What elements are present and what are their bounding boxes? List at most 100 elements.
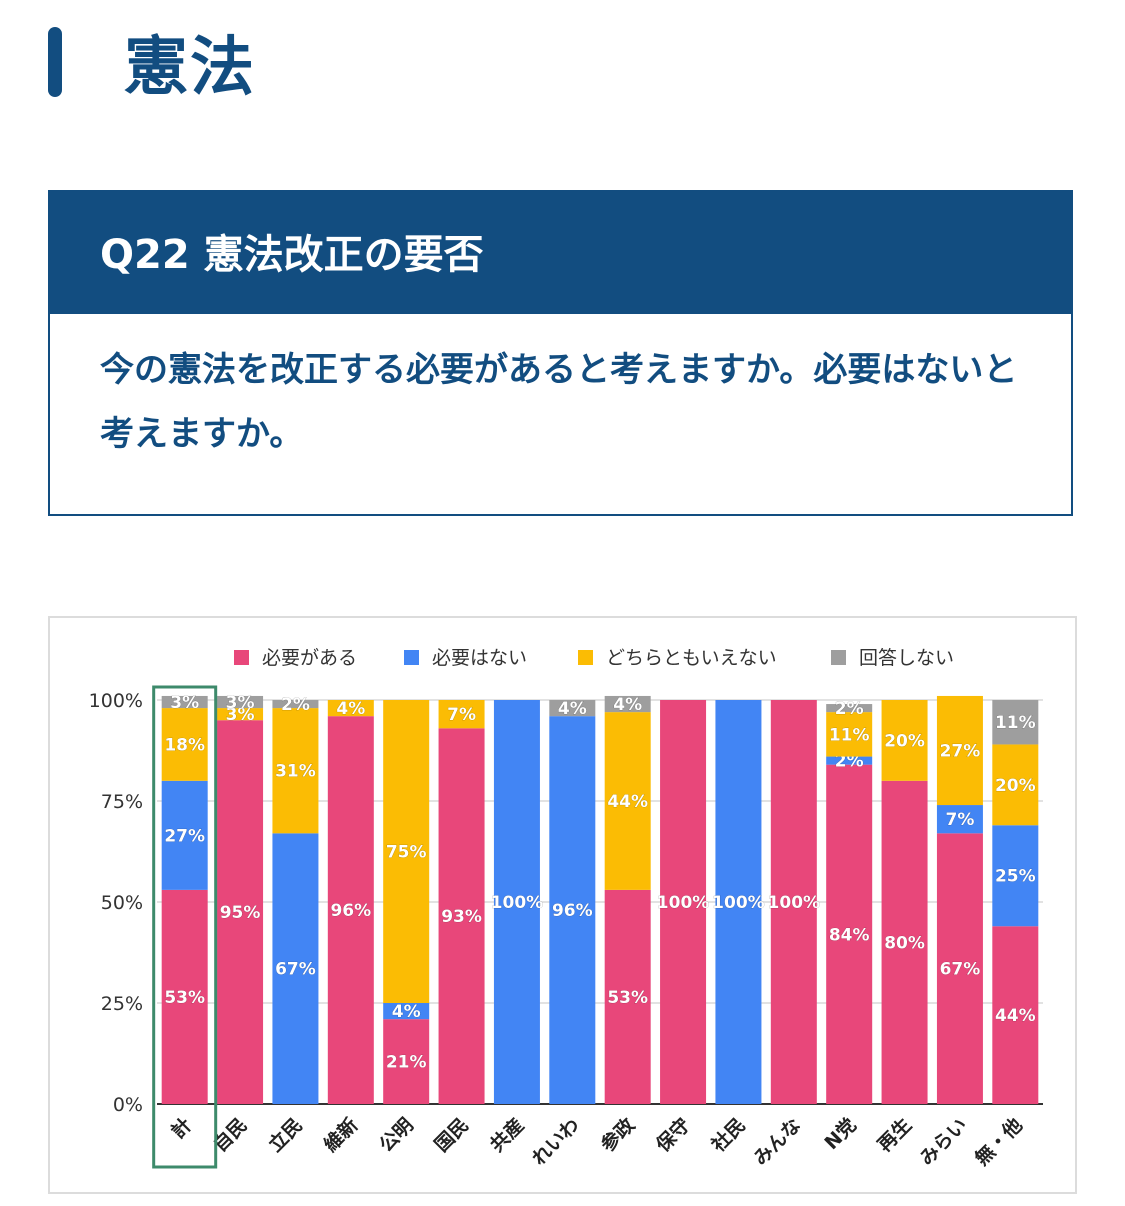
bar-segment: [604, 695, 651, 713]
legend-label: 回答しない: [859, 647, 954, 669]
bar-segment: [272, 708, 319, 834]
bar-segment: [826, 712, 873, 757]
x-tick-label: 共産: [485, 1113, 528, 1156]
data-label: 4%: [558, 699, 587, 719]
bar-segment: [992, 825, 1039, 927]
legend-swatch: [831, 650, 846, 665]
data-label: 4%: [336, 699, 365, 719]
bar-segment: [826, 764, 873, 1104]
data-label: 44%: [995, 1006, 1036, 1026]
data-label: 27%: [940, 742, 981, 762]
x-tick-label: みらい: [916, 1114, 972, 1170]
bar-segment: [604, 889, 651, 1104]
x-tick-label: 再生: [873, 1113, 916, 1156]
data-label: 18%: [164, 735, 205, 755]
bar-segment: [992, 700, 1039, 745]
bar-segment: [161, 695, 208, 709]
data-label: 25%: [995, 867, 1036, 887]
question-text: 今の憲法を改正する必要があると考えますか。必要はないと考えますか。: [100, 350, 1018, 454]
data-label: 93%: [441, 907, 482, 927]
data-label: 31%: [275, 762, 316, 782]
section-accent-bar: [48, 27, 62, 97]
data-label: 95%: [220, 903, 261, 923]
legend-label: どちらともいえない: [606, 647, 777, 669]
bar-segment: [493, 700, 540, 1104]
bar-segment: [383, 1019, 430, 1104]
bar-segment: [327, 716, 374, 1104]
data-label: 7%: [447, 705, 476, 725]
data-label: 75%: [386, 843, 427, 863]
bar-segment: [327, 700, 374, 717]
data-label: 67%: [940, 960, 981, 980]
bar-segment: [383, 1003, 430, 1020]
data-label: 84%: [829, 925, 870, 945]
data-label: 4%: [613, 695, 642, 715]
bar-segment: [272, 833, 319, 1104]
data-label: 100%: [712, 893, 765, 913]
bar-segment: [217, 708, 264, 721]
data-label: 20%: [995, 776, 1036, 796]
y-tick-label: 25%: [101, 993, 143, 1015]
bar-segment: [549, 716, 596, 1104]
data-label: 53%: [607, 988, 648, 1008]
bar-segment: [881, 700, 928, 781]
legend-swatch: [578, 650, 593, 665]
legend-swatch: [404, 650, 419, 665]
bar-segment: [161, 780, 208, 890]
bar-segment: [660, 700, 707, 1104]
bar-segment: [217, 720, 264, 1104]
data-label: 100%: [491, 893, 544, 913]
question-box: Q22 憲法改正の要否 今の憲法を改正する必要があると考えますか。必要はないと考…: [48, 190, 1073, 516]
data-label: 21%: [386, 1053, 427, 1073]
bar-segment: [826, 756, 873, 765]
stacked-bar-chart: 0% 25% 50% 75% 100% 必要がある 必要はない どちらともいえない 回答しない 5…: [89, 647, 1043, 1170]
bar-segment: [438, 728, 485, 1104]
data-label: 3%: [226, 693, 255, 713]
bar-segment: [770, 700, 817, 1104]
data-label: 2%: [281, 695, 310, 715]
bar-segment: [161, 708, 208, 781]
x-tick-label: 公明: [375, 1114, 417, 1156]
bar-segment: [161, 889, 208, 1104]
bar-segment: [272, 700, 319, 709]
bar-segment: [936, 805, 983, 834]
data-label: 100%: [768, 893, 821, 913]
data-label: 2%: [835, 699, 864, 719]
data-label: 11%: [829, 725, 870, 745]
bar-segment: [217, 695, 264, 709]
bar-segment: [881, 780, 928, 1104]
x-tick-label: 維新: [319, 1113, 362, 1156]
y-tick-label: 100%: [89, 690, 143, 712]
bar-segment: [992, 926, 1039, 1104]
legend-label: 必要はない: [432, 647, 527, 669]
bar-segment: [936, 695, 983, 806]
y-tick-label: 50%: [101, 892, 143, 914]
data-label: 27%: [164, 826, 205, 846]
bar-segment: [826, 704, 873, 713]
x-tick-label: 無・他: [970, 1113, 1027, 1170]
data-label: 11%: [995, 713, 1036, 733]
x-tick-label: 参政: [596, 1113, 640, 1157]
bar-segment: [383, 700, 430, 1003]
data-label: 4%: [392, 1002, 421, 1022]
data-label: 20%: [884, 731, 925, 751]
x-tick-label: 計: [167, 1113, 197, 1143]
bar-segment: [992, 744, 1039, 826]
bar-segment: [549, 700, 596, 717]
data-label: 96%: [330, 901, 371, 921]
question-label: Q22 憲法改正の要否: [50, 192, 1071, 314]
x-tick-label: 保守: [651, 1113, 695, 1157]
bar-segment: [936, 833, 983, 1104]
x-tick-label: れいわ: [528, 1114, 584, 1170]
legend-label: 必要がある: [262, 647, 357, 669]
bar-segment: [715, 700, 762, 1104]
legend-swatch: [234, 650, 249, 665]
data-label: 3%: [170, 693, 199, 713]
data-label: 80%: [884, 933, 925, 953]
section-header: 憲法: [48, 22, 256, 105]
data-label: 53%: [164, 988, 205, 1008]
x-tick-label: みんな: [749, 1114, 805, 1170]
y-tick-label: 75%: [101, 791, 143, 813]
data-label: 44%: [607, 792, 648, 812]
x-tick-label: 国民: [431, 1114, 473, 1156]
